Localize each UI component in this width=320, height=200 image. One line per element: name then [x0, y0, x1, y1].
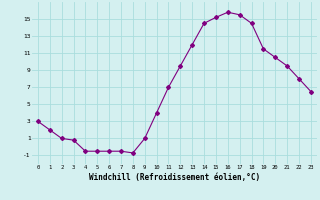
X-axis label: Windchill (Refroidissement éolien,°C): Windchill (Refroidissement éolien,°C) [89, 173, 260, 182]
